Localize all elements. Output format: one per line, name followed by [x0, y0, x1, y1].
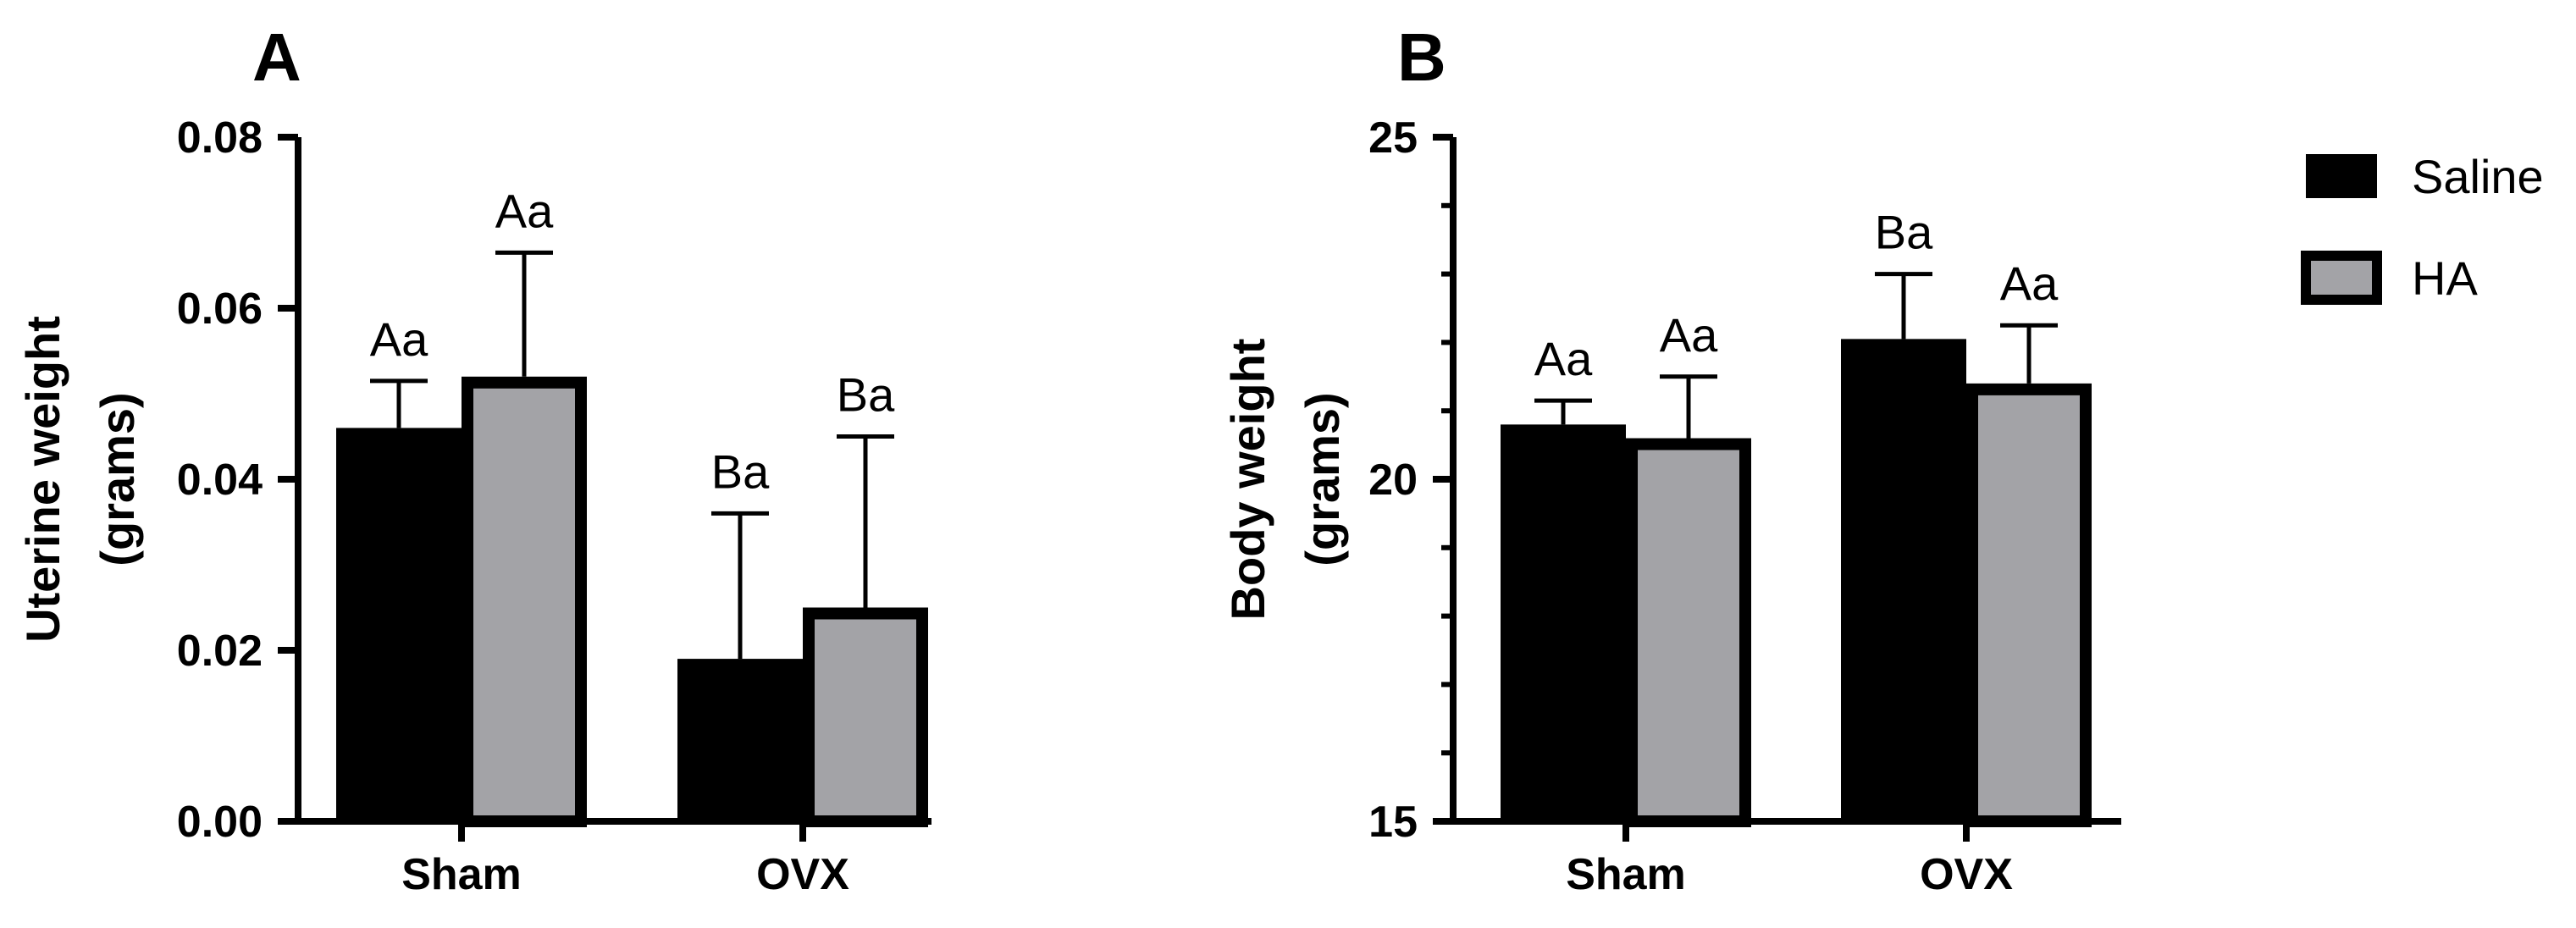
legend-swatch-saline [2306, 154, 2377, 198]
x-tick-label: Sham [1566, 850, 1686, 899]
bar-ha [462, 376, 587, 827]
y-axis-title-line: Uterine weight [16, 316, 69, 643]
bar-saline [336, 428, 462, 821]
y-tick-label: 0.08 [177, 113, 263, 163]
significance-label: Ba [711, 445, 770, 498]
legend-swatch-ha [2301, 251, 2382, 305]
x-tick-label: Sham [401, 850, 522, 899]
y-axis-title-line: (grams) [1296, 392, 1349, 566]
y-axis-title-line: Body weight [1221, 339, 1274, 621]
significance-label: Aa [1660, 308, 1718, 362]
bar-saline [1501, 424, 1626, 821]
significance-label: Aa [2000, 257, 2059, 310]
y-axis-title-line: (grams) [91, 392, 144, 566]
bar-saline [677, 659, 803, 821]
panel-letter: B [1397, 19, 1446, 95]
bar-ha [803, 607, 928, 827]
y-tick-label: 0.00 [177, 798, 263, 847]
y-tick-label: 15 [1368, 798, 1418, 847]
legend: Saline HA [2301, 150, 2544, 305]
y-tick-label: 0.04 [177, 456, 263, 505]
x-tick-label: OVX [1920, 850, 2013, 899]
legend-label: HA [2412, 251, 2478, 305]
bar-ha [1626, 438, 1751, 828]
panel-a: A Uterine weight (grams) Aa Aa Sham Ba Ba OVX 0.0… [16, 19, 931, 899]
legend-label: Saline [2412, 150, 2544, 203]
y-tick-label: 0.06 [177, 284, 263, 334]
significance-label: Ba [1875, 206, 1933, 259]
significance-label: Aa [1534, 332, 1593, 385]
y-tick-label: 0.02 [177, 627, 263, 676]
bar-saline [1841, 339, 1966, 821]
panel-b: B Body weight (grams) Aa Aa Sham Ba Aa OVX 15 20 25 [1221, 19, 2121, 899]
y-tick-label: 25 [1368, 113, 1418, 163]
significance-label: Aa [370, 312, 428, 366]
bar-ha [1966, 383, 2092, 827]
panel-letter: A [252, 19, 301, 95]
significance-label: Ba [837, 368, 895, 422]
y-tick-label: 20 [1368, 456, 1418, 505]
significance-label: Aa [495, 184, 554, 237]
x-tick-label: OVX [756, 850, 849, 899]
